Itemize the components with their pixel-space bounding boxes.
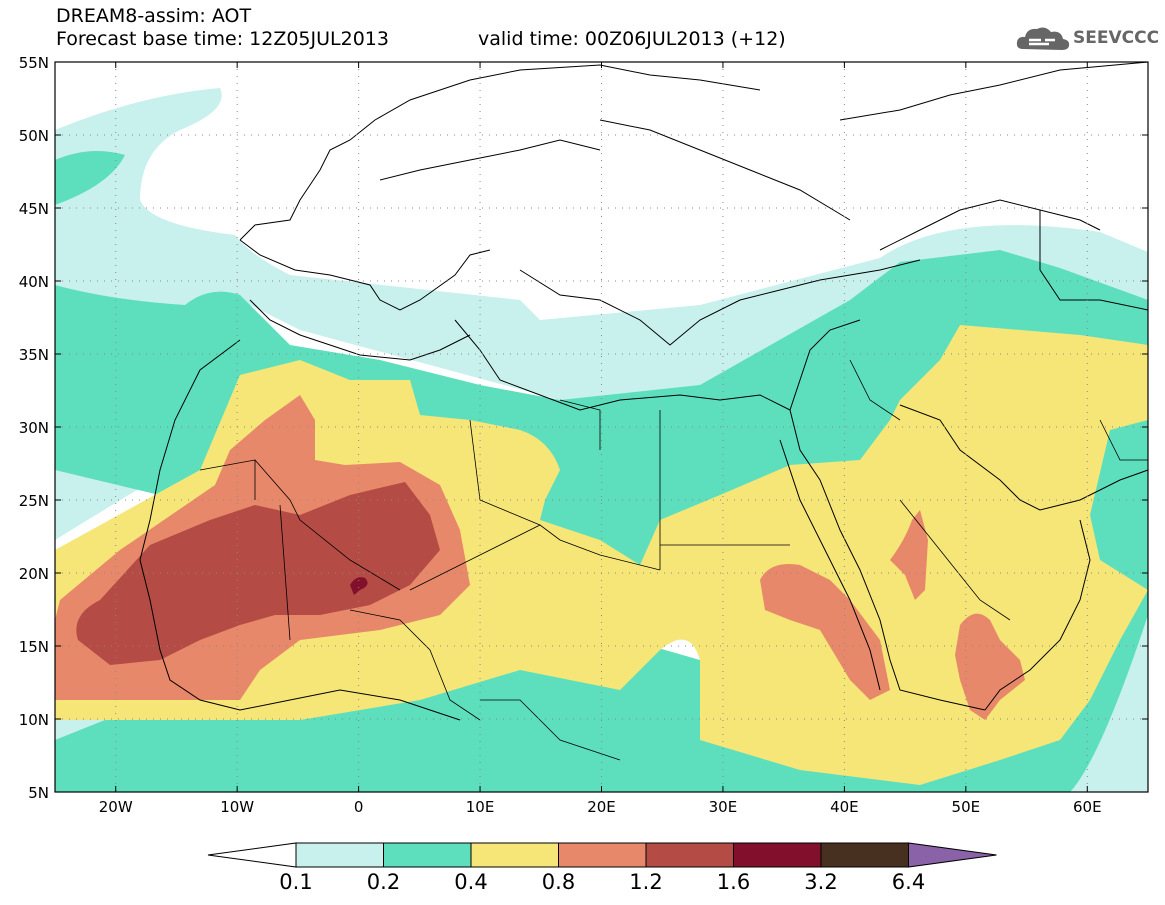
aot-region-0.8-red-sea xyxy=(760,564,890,700)
coastlines xyxy=(139,62,1148,721)
lat-label: 30N xyxy=(19,419,49,437)
colorbar-swatch xyxy=(820,842,909,868)
seevccc-logo: SEEVCCC xyxy=(1015,22,1159,56)
lon-label: 40E xyxy=(830,798,859,816)
colorbar-swatch xyxy=(383,842,472,868)
colorbar-level-label: 0.1 xyxy=(279,870,312,894)
colorbar-swatch xyxy=(470,842,559,868)
colorbar-level-label: 1.2 xyxy=(629,870,662,894)
lat-label: 45N xyxy=(19,200,49,218)
lat-label: 35N xyxy=(19,346,49,364)
colorbar-swatch xyxy=(645,842,734,868)
colorbar: 0.1 0.2 0.4 0.8 1.2 1.6 3.2 6.4 xyxy=(207,842,997,894)
aot-region-0.8-arabia xyxy=(890,510,928,600)
lon-label: 10W xyxy=(220,798,254,816)
aot-region-1.6 xyxy=(350,577,368,595)
lat-label: 10N xyxy=(19,711,49,729)
lat-label: 55N xyxy=(19,54,49,72)
lon-label: 10E xyxy=(466,798,495,816)
lon-label: 60E xyxy=(1073,798,1102,816)
colorbar-level-label: 3.2 xyxy=(804,870,837,894)
colorbar-swatch xyxy=(733,842,822,868)
country-borders xyxy=(199,359,1148,761)
aot-region-0.8-yemen xyxy=(955,613,1025,720)
lat-label: 15N xyxy=(19,638,49,656)
lat-labels: 55N 50N 45N 40N 35N 30N 25N 20N 15N 10N 5N xyxy=(19,54,49,802)
lon-label: 30E xyxy=(709,798,738,816)
lon-label: 20E xyxy=(587,798,616,816)
lon-label: 0 xyxy=(354,798,364,816)
colorbar-level-label: 0.4 xyxy=(454,870,487,894)
lat-label: 40N xyxy=(19,273,49,291)
cloud-icon xyxy=(1016,27,1070,50)
valid-time: valid time: 00Z06JUL2013 (+12) xyxy=(478,28,786,50)
colorbar-over-arrow xyxy=(908,842,997,868)
colorbar-under-arrow xyxy=(207,842,297,868)
map-ticks xyxy=(55,61,1148,793)
map-title: DREAM8-assim: AOT xyxy=(56,5,252,27)
colorbar-level-label: 1.6 xyxy=(717,870,750,894)
aot-region-0.4-east xyxy=(960,335,1110,430)
logo-text: SEEVCCC xyxy=(1073,28,1160,48)
lon-label: 50E xyxy=(952,798,981,816)
colorbar-level-label: 0.2 xyxy=(367,870,400,894)
forecast-base-time: Forecast base time: 12Z05JUL2013 xyxy=(56,28,389,50)
colorbar-level-label: 0.8 xyxy=(542,870,575,894)
lat-label: 5N xyxy=(28,784,49,802)
lat-label: 20N xyxy=(19,565,49,583)
colorbar-swatch xyxy=(558,842,647,868)
aot-region-0.2 xyxy=(55,151,125,205)
map-grid xyxy=(55,62,1148,792)
lat-label: 25N xyxy=(19,492,49,510)
colorbar-swatch xyxy=(295,842,384,868)
lat-label: 50N xyxy=(19,127,49,145)
colorbar-level-label: 6.4 xyxy=(892,870,925,894)
lon-label: 20W xyxy=(99,798,133,816)
lon-labels: 20W 10W 0 10E 20E 30E 40E 50E 60E xyxy=(99,798,1102,816)
